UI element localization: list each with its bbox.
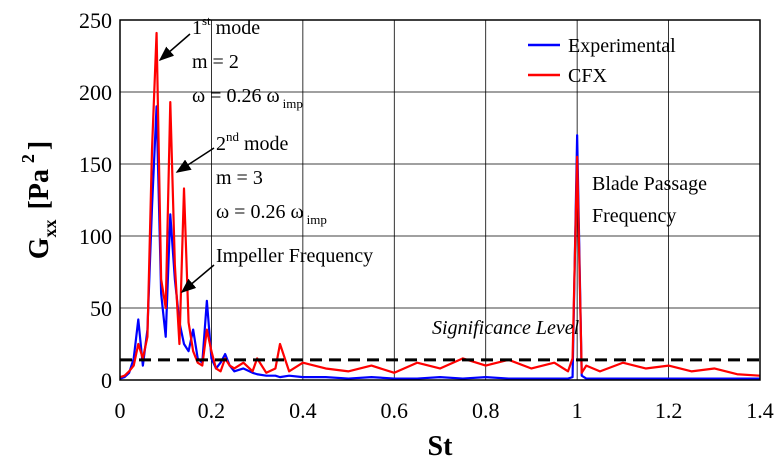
y-label-part: [Pa [24, 169, 55, 209]
y-label-part: ] [24, 141, 55, 150]
annotation: ω = 0.26 ω imp [192, 85, 303, 111]
annotation-part: imp [283, 96, 303, 111]
series-line [119, 31, 761, 379]
y-tick-label: 250 [79, 8, 112, 33]
x-tick-label: 0 [115, 398, 126, 423]
annotations: 1st mode m = 2 ω = 0.26 ω imp 2nd mode m … [158, 13, 707, 339]
annotation: ω = 0.26 ω imp [216, 201, 327, 227]
y-axis-label: Gxx [Pa 2] [18, 141, 60, 260]
annotation-part: mode [211, 17, 261, 39]
y-tick-label: 150 [79, 152, 112, 177]
x-tick-label: 1 [572, 398, 583, 423]
y-label-part: 2 [18, 154, 38, 163]
legend-label: CFX [568, 65, 607, 87]
y-tick-label: 200 [79, 80, 112, 105]
annotation: m = 2 [192, 51, 239, 73]
annotation-part: st [202, 13, 211, 28]
annotation-part: ω = 0.26 ω [216, 201, 304, 223]
y-label-part: xx [40, 219, 60, 237]
annotation-part: 1 [192, 17, 202, 39]
annotation-part: ω = 0.26 ω [192, 85, 280, 107]
x-tick-label: 0.8 [472, 398, 500, 423]
x-tick-label: 0.2 [198, 398, 226, 423]
annotation-part: nd [226, 129, 240, 144]
x-tick-label: 0.6 [381, 398, 409, 423]
arrow [180, 264, 215, 293]
annotation-part: mode [239, 133, 289, 155]
annotation: Significance Level [432, 317, 580, 339]
annotation: Blade Passage [592, 173, 707, 195]
annotation: 2nd mode [216, 129, 289, 155]
legend: Experimental CFX [528, 35, 676, 87]
annotation: Frequency [592, 205, 676, 227]
arrow [175, 147, 215, 173]
arrow [158, 33, 191, 61]
annotation: m = 3 [216, 167, 263, 189]
x-tick-label: 1.4 [746, 398, 774, 423]
annotation: Impeller Frequency [216, 245, 373, 267]
x-tick-label: 1.2 [655, 398, 683, 423]
annotation: 1st mode [192, 13, 260, 39]
plot-area [119, 31, 761, 380]
y-tick-label: 0 [101, 368, 112, 393]
legend-label: Experimental [568, 35, 676, 57]
y-tick-label: 100 [79, 224, 112, 249]
y-label-part: G [24, 237, 55, 259]
annotation-part: imp [307, 212, 327, 227]
annotation-part: 2 [216, 133, 226, 155]
plot-frame [119, 19, 761, 381]
x-axis-label: St [428, 431, 454, 462]
y-tick-label: 50 [90, 296, 112, 321]
x-tick-label: 0.4 [289, 398, 317, 423]
